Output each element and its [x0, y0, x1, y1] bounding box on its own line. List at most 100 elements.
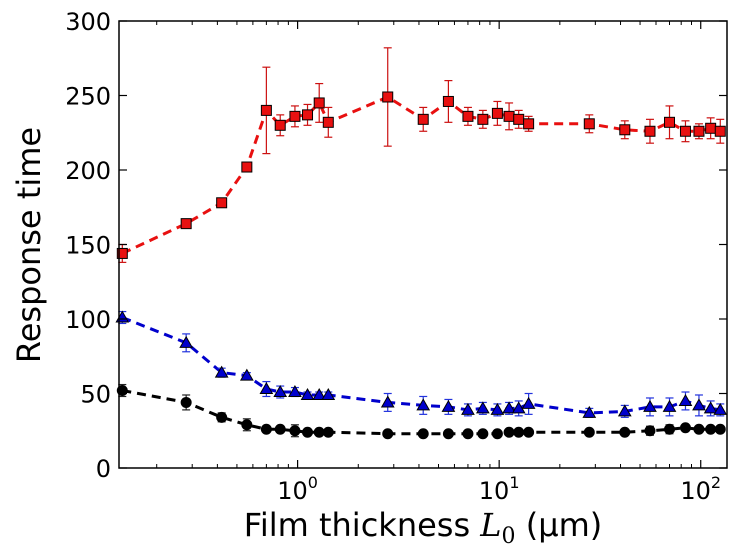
data-point [502, 401, 516, 414]
data-point [582, 405, 597, 418]
data-point [679, 422, 691, 434]
data-point [380, 395, 395, 408]
data-point [260, 423, 272, 435]
data-point [274, 423, 286, 435]
data-point [115, 310, 130, 323]
x-tick-label-base: 10 [277, 477, 308, 505]
data-point [312, 387, 327, 400]
data-point [322, 116, 334, 128]
x-tick-label: 102 [680, 473, 721, 505]
data-point [260, 104, 272, 116]
data-point [462, 110, 474, 122]
y-tick-label: 300 [65, 8, 111, 36]
data-point [692, 398, 706, 411]
data-point [241, 419, 253, 431]
data-point [705, 423, 717, 435]
data-point [491, 428, 503, 440]
data-point [619, 124, 631, 136]
y-tick-label: 200 [65, 157, 111, 185]
data-point [693, 125, 705, 137]
data-point [503, 110, 515, 122]
data-point [662, 399, 677, 412]
data-point [490, 402, 505, 415]
data-point [180, 396, 192, 408]
data-point [239, 368, 254, 381]
y-tick-label: 150 [65, 232, 111, 260]
data-point [274, 119, 286, 131]
data-point [179, 335, 194, 348]
x-axis-label-math: L [479, 506, 501, 544]
data-point [288, 385, 302, 398]
x-axis-label-unit: (μm) [516, 506, 603, 544]
data-point [461, 402, 475, 415]
data-point [416, 398, 431, 411]
data-point [617, 404, 632, 417]
data-point [289, 425, 301, 437]
data-point [313, 97, 325, 109]
axes-ticks [119, 20, 727, 469]
data-point [664, 116, 676, 128]
x-tick-label-exponent: 2 [711, 473, 721, 492]
data-point [644, 125, 656, 137]
series-line [121, 316, 721, 415]
data-point [583, 118, 595, 130]
data-point [503, 426, 515, 438]
data-point [513, 426, 525, 438]
data-point [417, 113, 429, 125]
data-point [523, 118, 535, 130]
y-tick-label: 100 [65, 306, 111, 334]
data-point [475, 401, 490, 414]
data-point [664, 423, 676, 435]
data-point [583, 426, 595, 438]
x-axis-label-text: Film thickness [244, 506, 481, 544]
y-tick-label: 0 [96, 455, 111, 483]
data-point [477, 428, 489, 440]
series-square [116, 47, 726, 263]
data-point [513, 113, 525, 125]
y-tick-label: 250 [65, 83, 111, 111]
data-point [259, 382, 274, 395]
x-axis-label-math-subscript: 0 [502, 524, 516, 548]
data-point [693, 423, 705, 435]
data-point [322, 426, 334, 438]
data-point [302, 109, 314, 121]
data-point [477, 113, 489, 125]
data-point [216, 411, 228, 423]
data-point [491, 107, 503, 119]
data-point [678, 393, 693, 406]
x-tick-label-base: 10 [479, 477, 510, 505]
x-tick-label-exponent: 1 [509, 473, 519, 492]
series-triangle [115, 310, 728, 418]
data-point [116, 247, 128, 259]
data-point [214, 365, 229, 378]
data-point [289, 110, 301, 122]
data-point [714, 125, 726, 137]
data-point [180, 218, 192, 230]
data-point [462, 428, 474, 440]
data-point [321, 387, 336, 400]
y-tick-label: 50 [80, 381, 111, 409]
data-point [523, 426, 535, 438]
data-point [442, 428, 454, 440]
data-point [382, 428, 394, 440]
data-point [619, 426, 631, 438]
data-point [300, 387, 315, 400]
data-point [511, 401, 526, 414]
data-point [703, 401, 718, 414]
data-point [705, 122, 717, 134]
data-point [216, 197, 228, 209]
x-axis-label: Film thickness L0 (μm) [244, 506, 602, 548]
data-point [313, 426, 325, 438]
plot-content [115, 47, 728, 440]
x-tick-label-base: 10 [680, 477, 711, 505]
data-point [713, 402, 728, 415]
x-tick-label: 101 [479, 473, 520, 505]
data-point [714, 423, 726, 435]
data-point [644, 425, 656, 437]
data-point [521, 396, 536, 409]
data-point [241, 161, 253, 173]
data-point [441, 399, 456, 412]
x-tick-label-exponent: 0 [308, 473, 318, 492]
series-circle [116, 383, 726, 440]
